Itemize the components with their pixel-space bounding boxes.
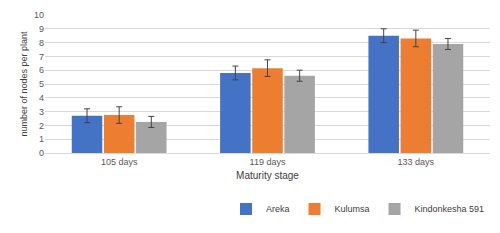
svg-text:119 days: 119 days: [250, 157, 286, 167]
svg-text:105 days: 105 days: [101, 157, 138, 167]
svg-text:1: 1: [39, 134, 44, 144]
svg-text:8: 8: [39, 38, 44, 48]
svg-text:Maturity stage: Maturity stage: [236, 170, 299, 181]
svg-text:2: 2: [39, 121, 44, 131]
svg-text:7: 7: [39, 52, 44, 62]
svg-text:133 days: 133 days: [398, 157, 435, 167]
svg-text:0: 0: [39, 148, 44, 158]
svg-text:Kulumsa: Kulumsa: [335, 204, 370, 214]
svg-text:3: 3: [39, 107, 44, 117]
svg-text:5: 5: [39, 79, 44, 89]
svg-text:4: 4: [39, 93, 44, 103]
svg-text:9: 9: [39, 24, 44, 34]
svg-text:number of nodes per plant: number of nodes per plant: [19, 31, 29, 137]
svg-text:6: 6: [39, 65, 44, 75]
svg-text:Areka: Areka: [266, 204, 290, 214]
svg-text:10: 10: [34, 10, 44, 20]
svg-text:Kindonkesha 591: Kindonkesha 591: [415, 204, 485, 214]
